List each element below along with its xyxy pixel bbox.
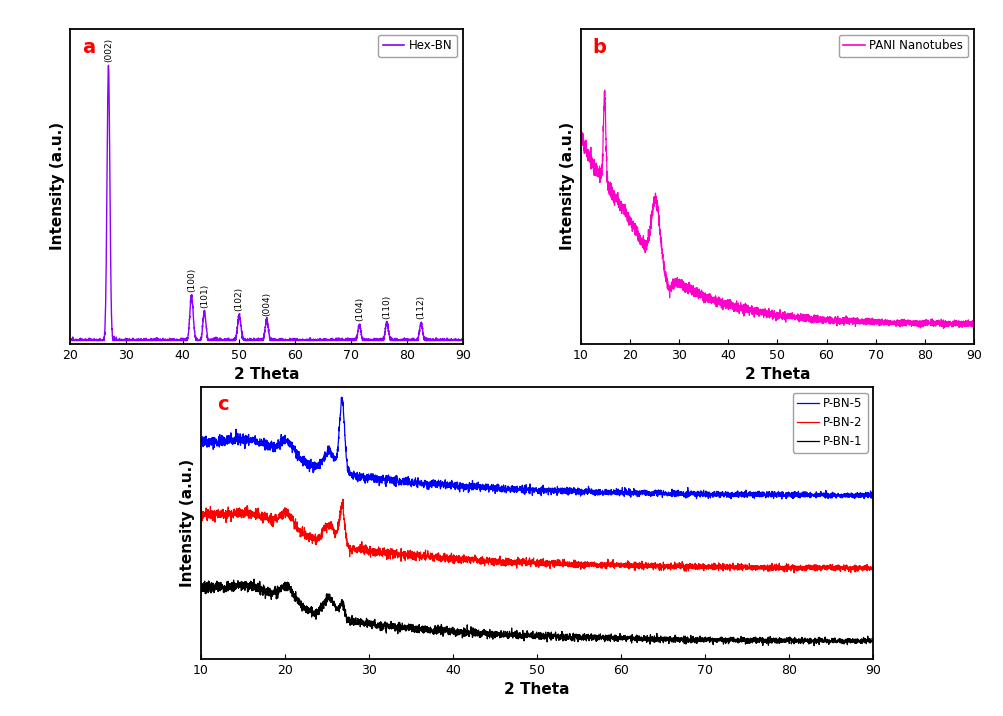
Text: (100): (100) [187,267,196,291]
P-BN-2 [683,563,695,571]
P-BN-1 [807,642,819,650]
P-BN-2 [787,569,799,577]
P-BN-1 [482,630,494,639]
P-BN-5 [847,493,859,502]
Y-axis label: Intensity (a.u.): Intensity (a.u.) [50,122,64,250]
X-axis label: 2 Theta: 2 Theta [744,367,809,382]
P-BN-2 [847,563,859,571]
P-BN-1 [195,577,207,586]
Legend: P-BN-5, P-BN-2, P-BN-1: P-BN-5, P-BN-2, P-BN-1 [792,392,867,453]
P-BN-2 [477,554,489,563]
Legend: PANI Nanotubes: PANI Nanotubes [838,34,967,57]
P-BN-1 [683,635,695,644]
Text: c: c [218,395,229,414]
P-BN-5 [482,482,494,490]
P-BN-2 [337,495,349,503]
Text: (101): (101) [200,284,209,308]
P-BN-2 [514,558,526,566]
P-BN-2 [482,556,494,564]
P-BN-1 [477,628,489,637]
P-BN-1 [867,635,879,644]
P-BN-5 [514,485,526,494]
Text: (110): (110) [382,294,391,319]
P-BN-5 [335,393,347,402]
Text: (002): (002) [104,38,112,62]
Text: (112): (112) [416,295,425,319]
P-BN-1 [514,630,526,639]
X-axis label: 2 Theta: 2 Theta [504,682,570,697]
P-BN-2 [867,566,879,575]
Line: P-BN-2: P-BN-2 [201,499,873,573]
Text: (102): (102) [235,287,244,311]
Legend: Hex-BN: Hex-BN [378,34,456,57]
P-BN-1 [248,575,260,584]
P-BN-5 [195,435,207,443]
P-BN-5 [477,483,489,492]
P-BN-2 [812,565,824,574]
Text: (104): (104) [354,296,363,321]
Text: b: b [592,38,606,57]
P-BN-5 [775,495,787,503]
P-BN-5 [683,490,695,499]
Line: P-BN-5: P-BN-5 [201,397,873,499]
Text: (004): (004) [262,291,271,316]
P-BN-1 [812,633,824,642]
P-BN-2 [195,510,207,518]
P-BN-5 [812,491,824,500]
P-BN-1 [847,637,859,645]
Y-axis label: Intensity (a.u.): Intensity (a.u.) [181,459,195,586]
P-BN-5 [867,490,879,499]
X-axis label: 2 Theta: 2 Theta [234,367,299,382]
Text: a: a [82,38,95,57]
Line: P-BN-1: P-BN-1 [201,579,873,646]
Y-axis label: Intensity (a.u.): Intensity (a.u.) [560,122,575,250]
